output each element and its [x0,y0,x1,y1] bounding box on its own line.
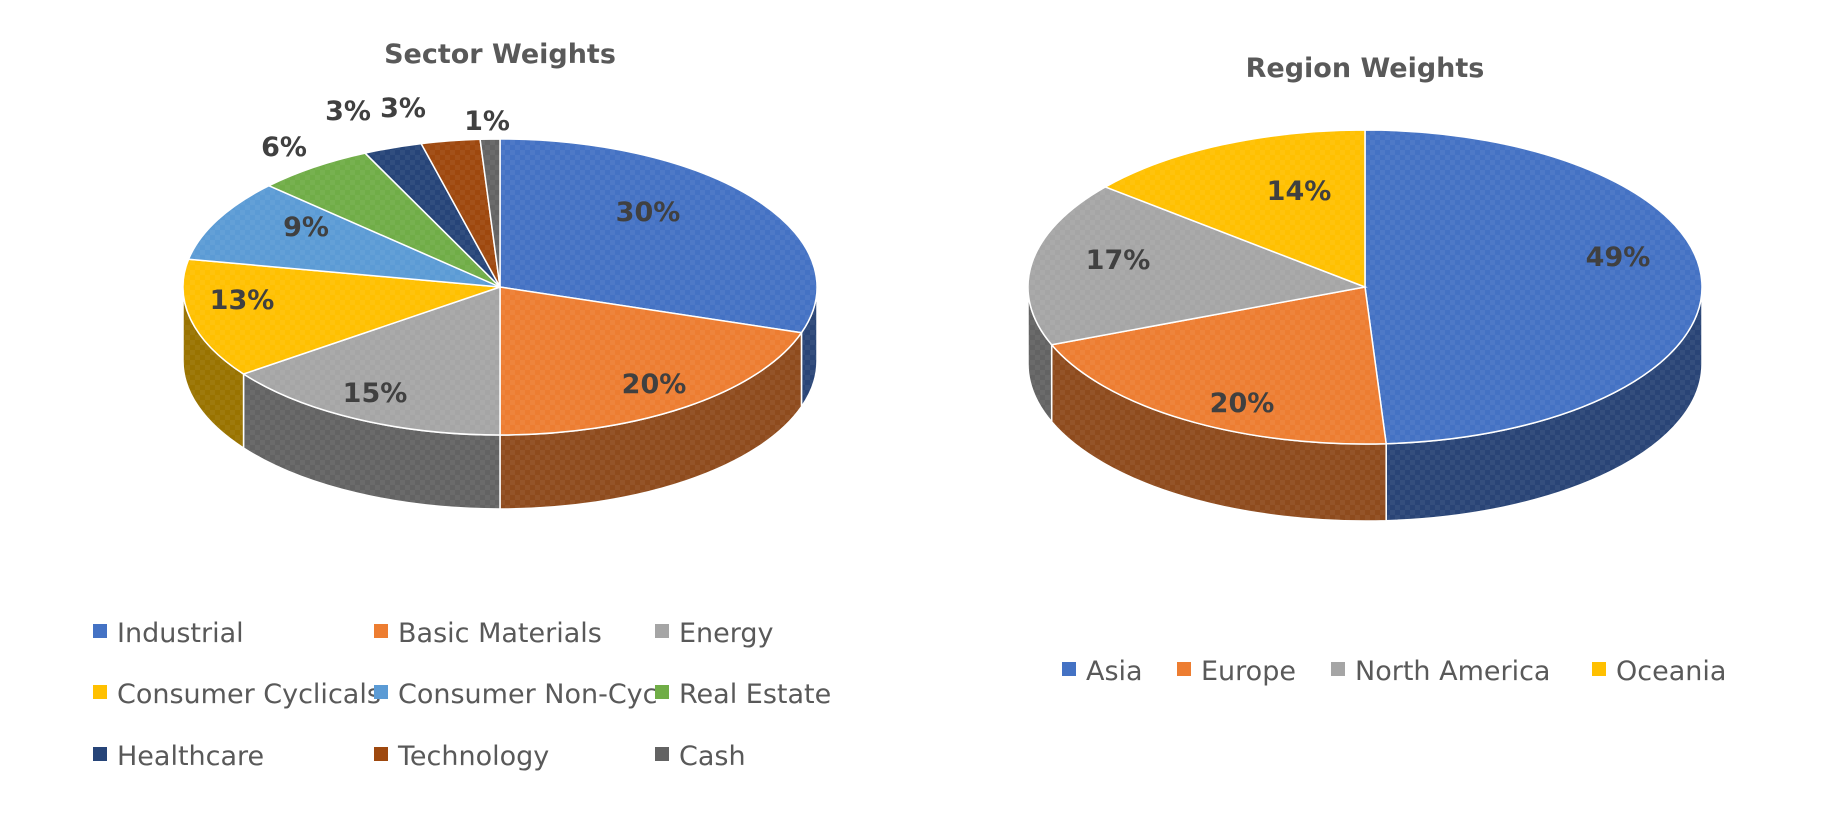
sector-weights-label-consumer-cyclicals: 13% [210,285,275,316]
sector-weights-legend-swatch-cash [655,747,669,761]
sector-weights-data-labels: 30% 20% 15% 13% 9% 6% 3% 3% 1% [210,93,687,409]
sector-weights-label-basic-materials: 20% [622,369,687,400]
sector-weights-legend-swatch-consumer-non-cyc [374,685,388,699]
sector-weights-side-walls [182,286,818,510]
sector-weights-label-industrial: 30% [616,197,681,228]
region-weights-legend-item-oceania: Oceania [1592,656,1726,687]
sector-weights-slice-industrial-texture [500,139,817,333]
sector-weights-label-real-estate: 6% [261,132,307,163]
region-weights-label-north-america: 17% [1086,245,1151,276]
region-weights-pie [1027,129,1703,522]
region-weights-top-faces [1027,129,1703,445]
sector-weights-legend-swatch-real-estate [655,685,669,699]
sector-weights-legend-item-energy: Energy [655,618,774,649]
sector-weights-label-technology: 3% [380,93,426,124]
region-weights-side-texture-north-america [1028,287,1052,422]
sector-weights-title: Sector Weights [384,39,616,70]
sector-weights-slice-consumer-non-cyc-texture [188,185,501,287]
sector-weights-label-cash: 1% [464,106,510,137]
sector-weights-label-healthcare: 3% [325,96,371,127]
sector-weights-chart: Sector Weights 30% 20% 15% 13% 9% 6% 3% 3% 1% In… [93,39,831,772]
region-weights-title: Region Weights [1246,53,1485,84]
region-weights-label-oceania: 14% [1267,176,1332,207]
sector-weights-legend-swatch-basic-materials [374,624,388,638]
sector-weights-legend-swatch-energy [655,624,669,638]
sector-weights-slice-cash-texture [480,139,500,287]
sector-weights-legend-swatch-consumer-cyclicals [93,685,107,699]
region-weights-chart: Region Weights 49% 20% 17% 14% Asia Europe No… [1027,53,1726,687]
sector-weights-side-texture-energy [243,373,500,509]
sector-weights-legend-label-energy: Energy [679,618,774,649]
sector-weights-slice-energy-texture [243,287,500,435]
sector-weights-label-energy: 15% [343,378,408,409]
sector-weights-legend-swatch-technology [374,747,388,761]
sector-weights-side-texture-basic-materials [500,332,802,509]
sector-weights-label-consumer-non-cyc: 9% [283,212,329,243]
sector-weights-legend-label-cash: Cash [679,741,746,772]
region-weights-legend-label-oceania: Oceania [1616,656,1726,687]
sector-weights-slice-consumer-cyclicals-texture [183,259,501,374]
sector-weights-legend-label-consumer-cyclicals: Consumer Cyclicals [117,679,381,710]
sector-weights-slice-real-estate-texture [268,153,500,287]
region-weights-legend-swatch-north-america [1331,662,1345,676]
region-weights-legend-item-north-america: North America [1331,656,1550,687]
sector-weights-slice-technology-texture [421,139,500,287]
region-weights-legend: Asia Europe North America Oceania [1062,656,1726,687]
sector-weights-legend-swatch-industrial [93,624,107,638]
region-weights-legend-item-asia: Asia [1062,656,1143,687]
sector-weights-legend-swatch-healthcare [93,747,107,761]
region-weights-label-europe: 20% [1210,388,1275,419]
region-weights-legend-label-north-america: North America [1355,656,1550,687]
region-weights-slice-north-america-texture [1028,186,1365,345]
sector-weights-legend-label-industrial: Industrial [117,618,244,649]
sector-weights-slice-basic-materials-texture [500,287,802,435]
sector-weights-legend-item-cash: Cash [655,741,746,772]
sector-weights-legend-item-healthcare: Healthcare [93,741,264,772]
region-weights-slice-europe-texture [1051,287,1387,444]
region-weights-side-walls [1027,286,1703,522]
region-weights-legend-swatch-asia [1062,662,1076,676]
region-weights-legend-label-asia: Asia [1086,656,1143,687]
sector-weights-legend-label-consumer-non-cyc: Consumer Non-Cyc [398,679,658,710]
sector-weights-legend-item-basic-materials: Basic Materials [374,618,602,649]
sector-weights-legend-label-technology: Technology [397,741,549,772]
sector-weights-legend-label-healthcare: Healthcare [117,741,264,772]
sector-weights-slice-healthcare-texture [365,143,500,287]
region-weights-side-texture-asia [1386,287,1702,521]
region-weights-legend-item-europe: Europe [1177,656,1296,687]
sector-weights-legend-label-real-estate: Real Estate [679,679,831,710]
sector-weights-pie [182,138,818,510]
region-weights-legend-swatch-oceania [1592,662,1606,676]
region-weights-side-texture-europe [1051,344,1387,521]
sector-weights-legend: Industrial Basic Materials Energy Consumer … [93,618,831,772]
sector-weights-legend-item-industrial: Industrial [93,618,244,649]
region-weights-data-labels: 49% 20% 17% 14% [1086,176,1651,419]
sector-weights-legend-item-real-estate: Real Estate [655,679,831,710]
sector-weights-legend-label-basic-materials: Basic Materials [398,618,602,649]
region-weights-legend-label-europe: Europe [1201,656,1296,687]
sector-weights-legend-item-consumer-cyclicals: Consumer Cyclicals [93,679,381,710]
sector-weights-top-faces [182,138,818,436]
sector-weights-side-texture-industrial [801,287,818,407]
region-weights-legend-swatch-europe [1177,662,1191,676]
sector-weights-legend-item-technology: Technology [374,741,549,772]
region-weights-slice-asia-texture [1365,130,1702,444]
region-weights-label-asia: 49% [1586,242,1651,273]
region-weights-slice-oceania-texture [1105,130,1365,287]
sector-weights-side-texture-consumer-cyclicals [183,287,244,448]
sector-weights-legend-item-consumer-non-cyc: Consumer Non-Cyc [374,679,658,710]
